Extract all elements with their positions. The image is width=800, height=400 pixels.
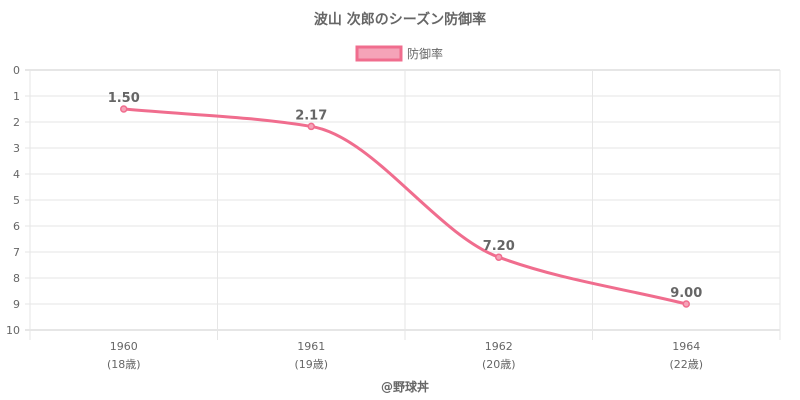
x-tick-label: 1962 [485,340,513,353]
data-label: 2.17 [295,108,327,123]
x-tick-label: 1964 [672,340,700,353]
data-label: 1.50 [108,91,140,106]
x-axis: 1960 (18歳) 1961 (19歳) 1962 (20歳) 1964 (22歳) [107,340,703,371]
y-tick-label: 3 [13,142,20,155]
y-tick-label: 9 [13,298,20,311]
y-tick-label: 8 [13,272,20,285]
data-point[interactable] [495,253,503,261]
x-tick-sublabel: (19歳) [294,358,328,371]
legend-swatch[interactable] [355,45,403,62]
y-tick-label: 7 [13,246,20,259]
y-axis: 0 1 2 3 4 5 6 7 8 9 10 [6,64,20,337]
data-labels: 1.50 2.17 7.20 9.00 [108,91,703,301]
y-tick-label: 1 [13,90,20,103]
y-tick-label: 4 [13,168,20,181]
y-tick-label: 10 [6,324,20,337]
y-tick-label: 5 [13,194,20,207]
y-tick-label: 6 [13,220,20,233]
series-layer [122,107,688,306]
grid [25,69,781,340]
y-tick-label: 2 [13,116,20,129]
data-label: 7.20 [483,239,515,254]
legend[interactable]: 防御率 [355,45,443,62]
data-point[interactable] [120,105,128,113]
data-point[interactable] [682,300,690,308]
series-line-era [122,107,688,306]
chart-title: 波山 次郎のシーズン防御率 [314,11,486,28]
footer-credit: @野球丼 [381,379,429,394]
data-label: 9.00 [670,286,702,301]
x-tick-sublabel: (22歳) [669,358,703,371]
x-tick-label: 1960 [110,340,138,353]
x-tick-sublabel: (20歳) [482,358,516,371]
x-tick-label: 1961 [297,340,325,353]
y-tick-label: 0 [13,64,20,77]
data-point[interactable] [307,122,315,131]
x-tick-sublabel: (18歳) [107,358,141,371]
points-layer [120,105,690,308]
legend-label[interactable]: 防御率 [407,46,443,61]
